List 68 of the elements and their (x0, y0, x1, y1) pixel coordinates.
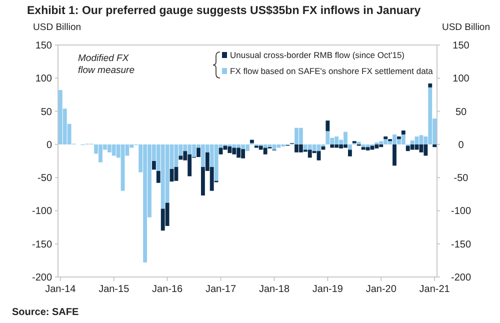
bar (250, 140, 254, 144)
legend-label: Unusual cross-border RMB flow (since Oct'15) (230, 50, 405, 60)
bar (326, 120, 330, 132)
bar (419, 135, 424, 144)
y2-tick-label: 100 (452, 74, 470, 85)
bar (424, 144, 428, 156)
y-axis-title: USD Billion (33, 22, 82, 33)
bar (348, 144, 352, 150)
chart-title: Exhibit 1: Our preferred gauge suggests US$35bn FX inflows in January (27, 5, 422, 17)
y2-tick-label: 0 (458, 140, 464, 151)
bar (384, 136, 388, 140)
bar (374, 144, 379, 148)
bar (392, 144, 396, 166)
bar (263, 148, 268, 154)
x-tick-label: Jan-18 (258, 284, 290, 295)
bar (218, 148, 223, 154)
bar (396, 136, 401, 140)
y-tick-label: -200 (32, 272, 52, 284)
y2-tick-label: 150 (452, 40, 470, 52)
bar (432, 144, 437, 148)
y-tick-label: 150 (35, 40, 52, 52)
bar (410, 144, 414, 150)
bar (228, 146, 232, 154)
x-tick-label: Jan-20 (366, 284, 397, 295)
y2-tick-label: -100 (450, 206, 472, 218)
y-tick-label: 50 (40, 106, 52, 118)
x-tick-label: Jan-19 (312, 284, 344, 295)
legend-label: FX flow based on SAFE's onshore FX settlement data (230, 66, 434, 76)
y-tick-label: -100 (32, 206, 52, 218)
bar (414, 136, 419, 144)
x-tick-label: Jan-16 (152, 284, 184, 295)
x-tick-label: Jan-17 (205, 284, 236, 295)
y2-tick-label: -200 (450, 272, 472, 284)
y2-tick-label: 50 (455, 106, 467, 118)
bar (152, 161, 156, 170)
bar (366, 147, 370, 150)
bar (361, 147, 366, 150)
y-tick-label: -50 (38, 173, 52, 184)
bar (276, 144, 281, 148)
x-tick-label: Jan-14 (45, 284, 76, 295)
bar (263, 144, 268, 148)
y2-tick-label: -150 (450, 239, 472, 250)
y-tick-label: 0 (46, 140, 52, 151)
bar (196, 148, 200, 158)
bar (401, 134, 406, 144)
bar (348, 150, 352, 156)
bar (401, 130, 406, 134)
y2-tick-label: -50 (454, 173, 469, 184)
bar (330, 144, 334, 148)
bar (174, 166, 178, 181)
x-tick-label: Jan-21 (419, 284, 450, 295)
bar (361, 144, 366, 148)
bar (419, 144, 424, 152)
bar (298, 128, 303, 144)
bar (316, 151, 321, 160)
y2-axis-title: USD Billion (442, 22, 490, 33)
bar (326, 131, 330, 144)
bar (214, 144, 218, 181)
bar (410, 140, 414, 144)
source-note: Source: SAFE (12, 307, 80, 318)
y-tick-label: -150 (32, 239, 52, 250)
bar (312, 144, 316, 152)
y-tick-label: 100 (35, 74, 52, 85)
annotation: Modified FX flow measure (78, 53, 134, 76)
x-tick-label: Jan-15 (98, 284, 130, 295)
bar (156, 170, 160, 183)
bar (356, 142, 361, 144)
bar (428, 83, 432, 88)
